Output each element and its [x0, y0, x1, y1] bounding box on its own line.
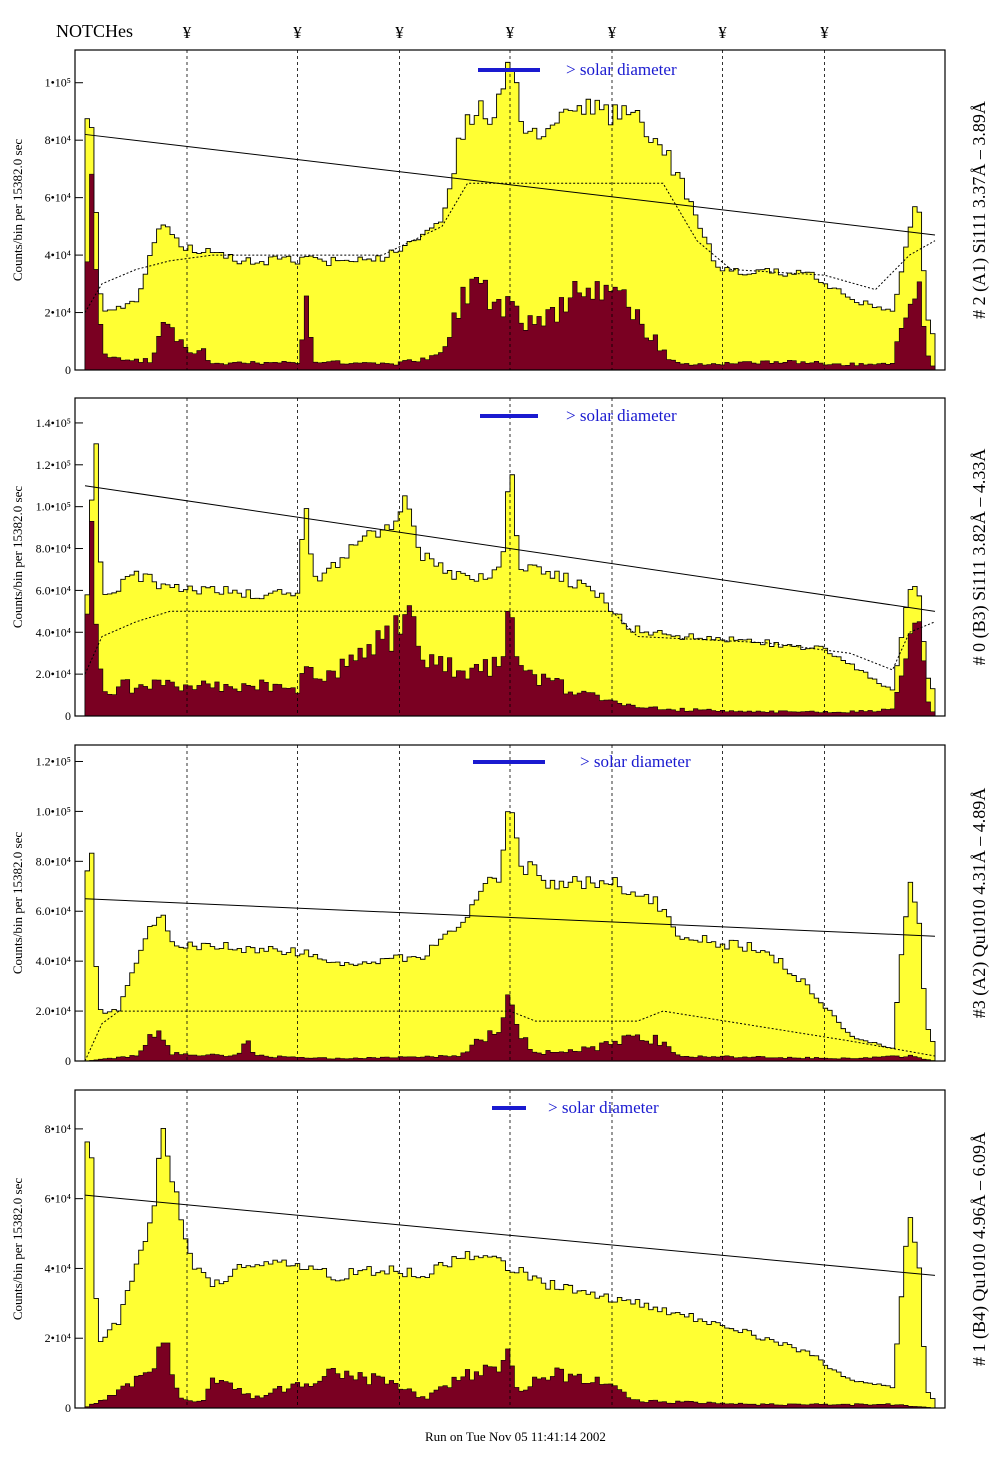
y-tick-label: 0	[65, 709, 71, 723]
y-tick-label: 1.0•10⁵	[36, 500, 71, 514]
notch-marker-1: ¥	[183, 23, 192, 42]
panel-side-label: #3 (A2) Qu1010 4.31Å – 4.89Å	[969, 788, 990, 1018]
y-tick-label: 4•10⁴	[45, 1261, 71, 1275]
y-tick-label: 4.0•10⁴	[36, 625, 71, 639]
model-dashed-line	[84, 1010, 936, 1062]
notches-label: NOTCHes	[56, 21, 133, 41]
y-tick-label: 1.4•10⁵	[36, 416, 71, 430]
y-tick-label: 0	[65, 1054, 71, 1068]
panel-side-label: # 0 (B3) Si111 3.82Å – 4.33Å	[969, 449, 990, 666]
solar-diameter-annotation: > solar diameter	[566, 406, 677, 425]
model-dashed-line	[84, 182, 936, 313]
panels: 0 2•10⁴ 4•10⁴ 6•10⁴ 8•10⁴ 1•10⁵ Counts/bin per…	[10, 49, 990, 1415]
y-tick-label: 2.0•10⁴	[36, 1004, 71, 1018]
notches-header: NOTCHes ¥ ¥ ¥ ¥ ¥ ¥ ¥	[56, 21, 829, 42]
notch-marker-7: ¥	[820, 23, 829, 42]
y-tick-label: 8•10⁴	[45, 1122, 71, 1136]
y-tick-label: 2•10⁴	[45, 1331, 71, 1345]
notch-marker-3: ¥	[395, 23, 404, 42]
solar-diameter-annotation: > solar diameter	[580, 752, 691, 771]
y-tick-label: 4•10⁴	[45, 248, 71, 262]
y-axis-label: Counts/bin per 15382.0 sec	[10, 486, 25, 628]
y-tick-label: 1.2•10⁵	[36, 754, 71, 768]
histogram-secondary-series	[84, 521, 936, 717]
notch-marker-4: ¥	[506, 23, 515, 42]
y-tick-label: 1.0•10⁵	[36, 804, 71, 818]
notch-marker-5: ¥	[608, 23, 617, 42]
y-tick-label: 6.0•10⁴	[36, 583, 71, 597]
y-tick-label: 0	[65, 363, 71, 377]
y-axis-label: Counts/bin per 15382.0 sec	[10, 832, 25, 974]
plot-frame	[74, 1089, 946, 1409]
plot-frame	[74, 49, 946, 371]
run-timestamp-footer: Run on Tue Nov 05 11:41:14 2002	[425, 1429, 606, 1444]
y-tick-label: 6•10⁴	[45, 191, 71, 205]
y-tick-label: 4.0•10⁴	[36, 954, 71, 968]
plot-frame	[74, 744, 946, 1062]
panel-3: 0 2.0•10⁴ 4.0•10⁴ 6.0•10⁴ 8.0•10⁴ 1.0•10⁵ 1.2•…	[10, 744, 990, 1068]
panel-4: 0 2•10⁴ 4•10⁴ 6•10⁴ 8•10⁴ Counts/bin per 1538…	[10, 1089, 990, 1415]
solar-diameter-annotation: > solar diameter	[548, 1098, 659, 1117]
y-axis-label: Counts/bin per 15382.0 sec	[10, 139, 25, 281]
y-tick-label: 1.2•10⁵	[36, 458, 71, 472]
y-tick-label: 6.0•10⁴	[36, 904, 71, 918]
panel-side-label: # 1 (B4) Qu1010 4.96Å – 6.09Å	[969, 1132, 990, 1366]
panel-2: 0 2.0•10⁴ 4.0•10⁴ 6.0•10⁴ 8.0•10⁴ 1.0•10⁵ 1.2•…	[10, 397, 990, 723]
plot-frame	[74, 397, 946, 717]
y-tick-label: 8.0•10⁴	[36, 854, 71, 868]
y-tick-label: 8•10⁴	[45, 133, 71, 147]
panel-1: 0 2•10⁴ 4•10⁴ 6•10⁴ 8•10⁴ 1•10⁵ Counts/bin per…	[10, 49, 990, 377]
notch-marker-2: ¥	[293, 23, 302, 42]
panel-side-label: # 2 (A1) Si111 3.37Å – 3.89Å	[969, 101, 990, 319]
histogram-secondary-series	[84, 173, 936, 371]
solar-diameter-annotation: > solar diameter	[566, 60, 677, 79]
notch-marker-6: ¥	[718, 23, 727, 42]
y-tick-label: 2•10⁴	[45, 306, 71, 320]
y-axis-label: Counts/bin per 15382.0 sec	[10, 1178, 25, 1320]
y-tick-label: 2.0•10⁴	[36, 667, 71, 681]
y-tick-label: 8.0•10⁴	[36, 542, 71, 556]
y-tick-label: 0	[65, 1401, 71, 1415]
trend-line	[84, 898, 936, 937]
y-tick-label: 6•10⁴	[45, 1192, 71, 1206]
y-tick-label: 1•10⁵	[45, 76, 71, 90]
